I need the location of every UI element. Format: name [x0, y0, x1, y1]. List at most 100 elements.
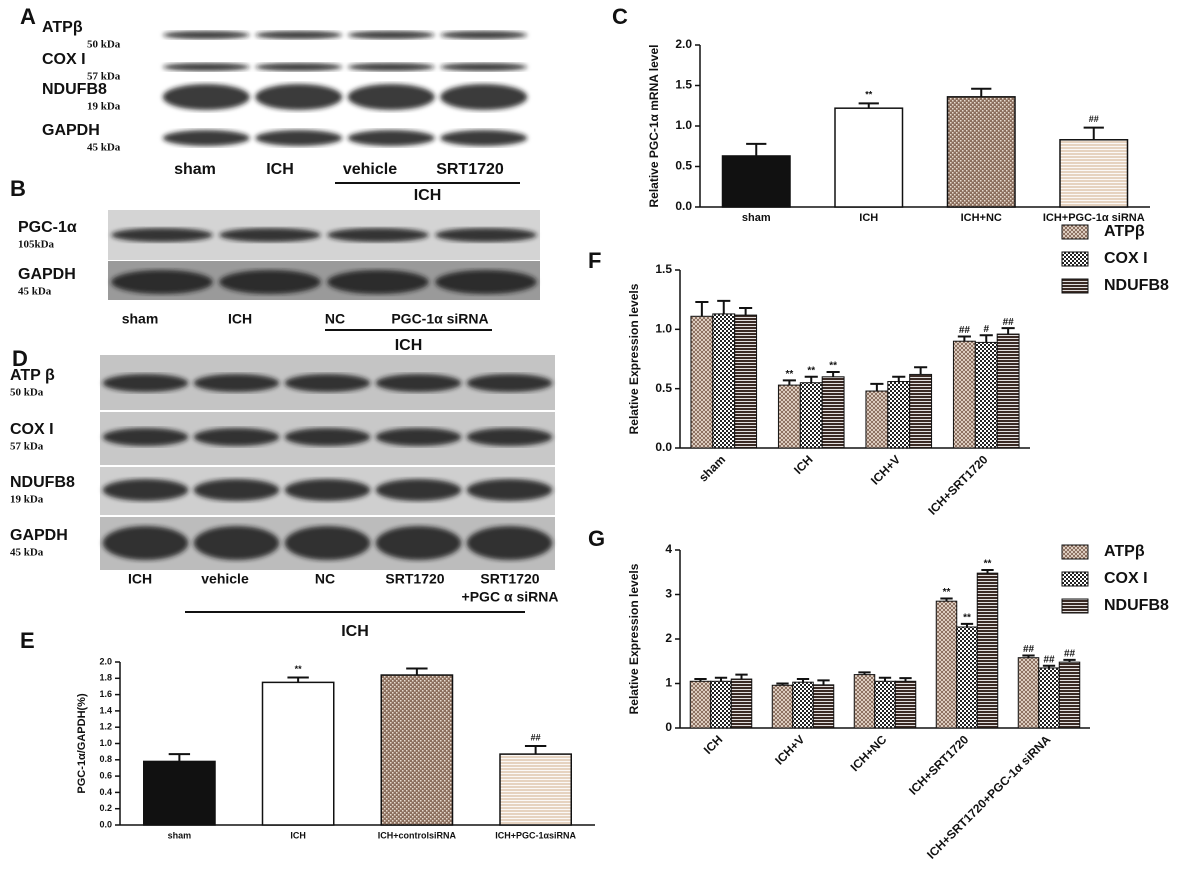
band	[440, 84, 528, 110]
x-tick-label: ICH+PGC-1α siRNA	[1043, 212, 1145, 224]
blot-bands	[111, 270, 537, 294]
row-size: 19 kDa	[87, 101, 121, 113]
x-tick-label: sham	[168, 830, 192, 840]
bar	[499, 753, 572, 826]
error-bar	[817, 679, 830, 685]
band	[375, 526, 462, 560]
row-name: GAPDH	[18, 266, 76, 283]
error-bar	[971, 87, 992, 97]
significance: ##	[1043, 654, 1055, 665]
panel-letter: C	[612, 4, 628, 29]
y-tick-label: 0.0	[675, 199, 692, 213]
y-tick-label: 1.5	[675, 78, 692, 92]
significance: ##	[1064, 649, 1076, 660]
row-size: 50 kDa	[87, 39, 121, 51]
legend-swatch	[1061, 571, 1089, 587]
lane-label: vehicle	[343, 161, 397, 178]
band	[111, 270, 213, 294]
lane-label: sham	[122, 311, 159, 327]
error-bar	[796, 678, 810, 683]
y-tick-label: 1.0	[99, 738, 112, 748]
bar	[261, 681, 335, 826]
y-tick-label: 0.2	[99, 803, 112, 813]
band	[162, 63, 250, 71]
lane-label: vehicle	[201, 571, 249, 587]
band	[440, 31, 528, 39]
y-tick-label: 2.0	[99, 656, 112, 666]
row-size: 45 kDa	[87, 142, 121, 154]
band	[162, 130, 250, 146]
band	[255, 130, 343, 146]
row-size: 105kDa	[18, 239, 55, 251]
legend-label: ATPβ	[1104, 543, 1145, 560]
error-bar	[981, 569, 994, 574]
blot-bands	[102, 374, 553, 392]
lane-label: PGC-1α siRNA	[391, 311, 488, 327]
lane-label: NC	[315, 571, 335, 587]
error-bar	[1001, 327, 1015, 335]
bar	[956, 626, 978, 729]
band	[284, 479, 371, 501]
blot-bands	[162, 130, 528, 146]
bar	[887, 381, 911, 449]
band	[102, 526, 189, 560]
error-bar	[168, 753, 191, 762]
legend-label: NDUFB8	[1104, 277, 1169, 294]
y-tick-label: 0.5	[655, 381, 672, 395]
y-tick-label: 1	[665, 676, 672, 690]
blot-bands	[162, 63, 528, 71]
lane-label: NC	[325, 311, 345, 327]
band	[102, 479, 189, 501]
error-bar	[735, 673, 748, 680]
band	[255, 63, 343, 71]
error-bar	[524, 744, 547, 755]
x-tick-label: sham	[696, 452, 728, 484]
x-tick-label: ICH+PGC-1αsiRNA	[495, 830, 576, 840]
y-axis-label: PGC-1α/GAPDH(%)	[76, 693, 88, 794]
significance: **	[785, 369, 793, 380]
bar	[1038, 667, 1060, 729]
bar	[894, 680, 917, 729]
blot-bands	[102, 479, 553, 501]
bar	[712, 313, 736, 449]
x-tick-label: ICH+SRT1720	[925, 452, 991, 518]
legend-label: COX I	[1104, 570, 1148, 587]
lane-label: +PGC α siRNA	[462, 589, 559, 605]
bar	[1059, 139, 1129, 208]
bar	[853, 674, 876, 729]
band	[347, 63, 435, 71]
x-tick-label: ICH	[859, 212, 878, 224]
band	[466, 428, 553, 446]
x-tick-label: ICH	[290, 830, 306, 840]
bar	[777, 384, 801, 449]
error-bar	[858, 102, 879, 109]
y-tick-label: 0.6	[99, 770, 112, 780]
legend-swatch	[1061, 278, 1089, 294]
bar	[799, 382, 823, 449]
blot-bands	[102, 526, 553, 560]
band	[440, 130, 528, 146]
band	[193, 526, 280, 560]
bar	[996, 333, 1020, 449]
row-size: 19 kDa	[10, 494, 44, 506]
error-bar	[960, 622, 974, 627]
band	[284, 374, 371, 392]
panel-letter: A	[20, 4, 36, 29]
blot-bands	[102, 428, 553, 446]
x-tick-label: ICH+SRT1720	[906, 732, 972, 798]
bar	[1017, 657, 1040, 729]
error-bar	[1063, 658, 1076, 663]
error-bar	[940, 597, 953, 602]
significance: ##	[1023, 644, 1035, 655]
panel-letter: E	[20, 628, 35, 653]
lane-label: SRT1720	[480, 571, 539, 587]
legend-label: NDUFB8	[1104, 597, 1169, 614]
band	[435, 270, 537, 294]
row-name: PGC-1α	[18, 219, 77, 236]
lane-label: SRT1720	[436, 161, 504, 178]
y-tick-label: 2.0	[675, 37, 692, 51]
y-axis-label: Relative Expression levels	[627, 283, 641, 434]
error-bar	[746, 142, 767, 156]
error-bar	[739, 306, 753, 316]
x-tick-label: ICH+controlsiRNA	[378, 830, 457, 840]
